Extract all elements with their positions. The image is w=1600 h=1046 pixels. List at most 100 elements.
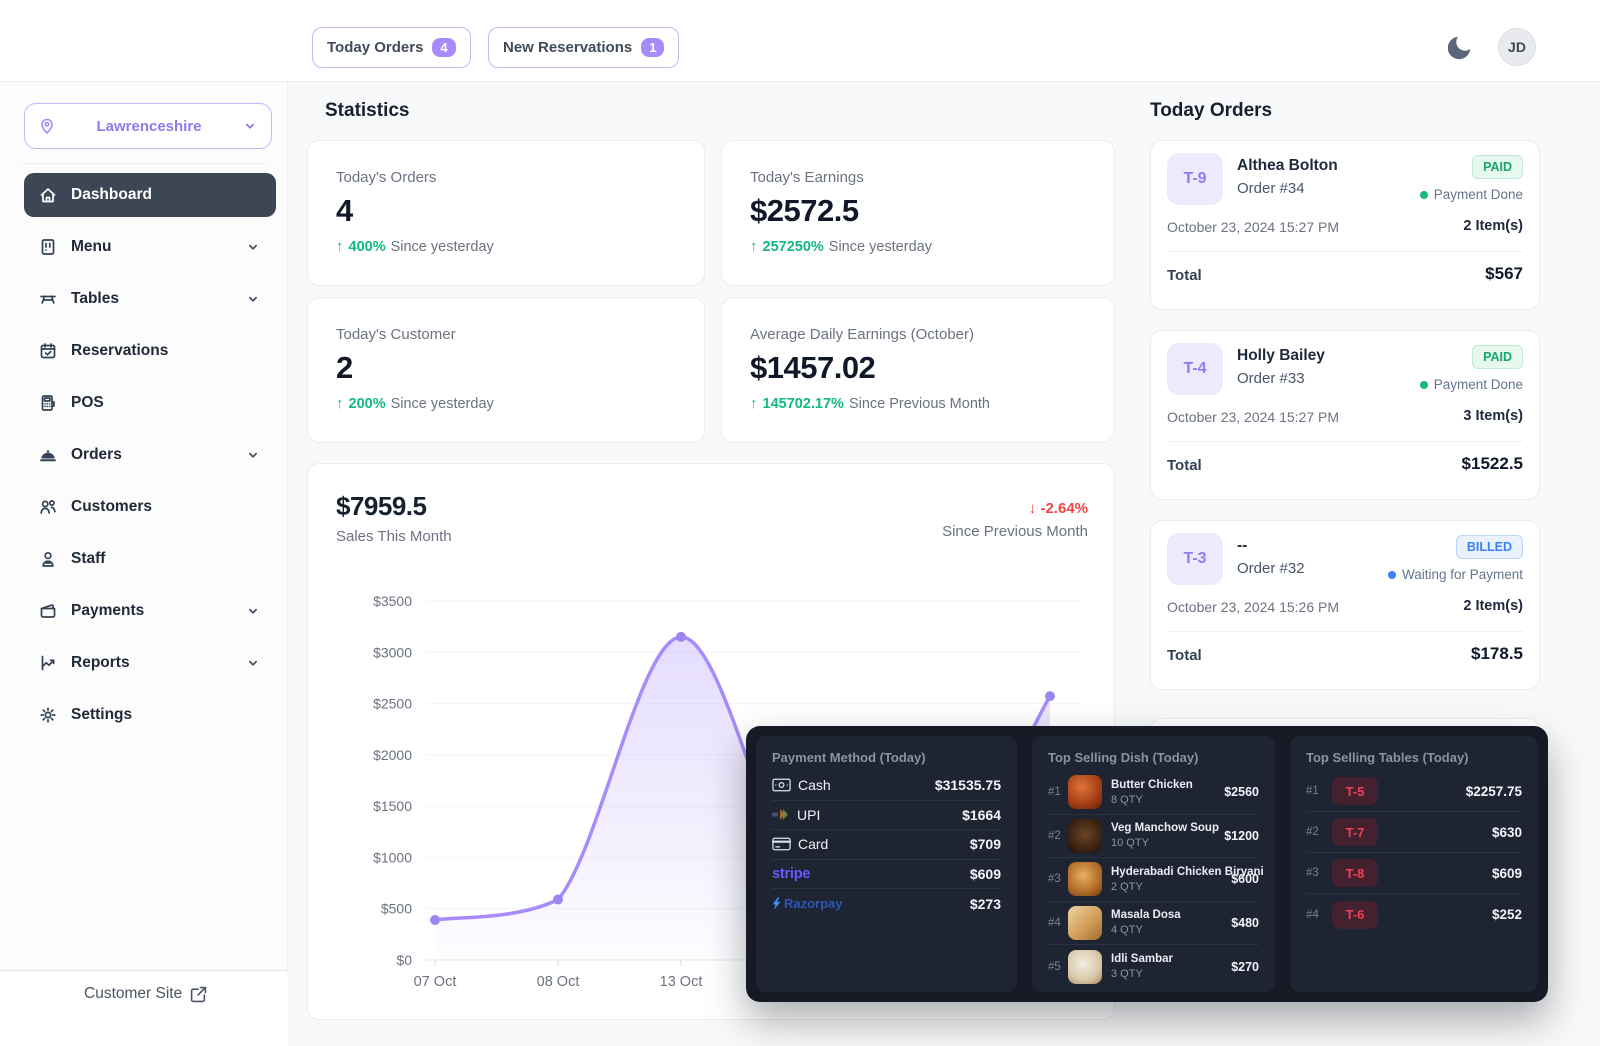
payment-status-note: Payment Done — [1419, 377, 1523, 392]
insights-overlay: Payment Method (Today) Cash $31535.75 — [746, 726, 1548, 1002]
stat-delta-period: Since yesterday — [390, 238, 494, 255]
payment-amount: $1664 — [962, 806, 1001, 823]
new-reservations-count-badge: 1 — [641, 38, 665, 57]
stat-title: Average Daily Earnings (October) — [750, 326, 974, 343]
chevron-down-icon — [248, 296, 258, 302]
sidebar-item-reports[interactable]: Reports — [24, 641, 276, 685]
table-badge: T-4 — [1167, 343, 1223, 395]
cash-icon — [772, 778, 791, 792]
order-item-count: 3 Item(s) — [1463, 408, 1523, 424]
stat-value: 4 — [336, 193, 353, 228]
chevron-down-icon — [245, 123, 255, 129]
dish-row: #4 Masala Dosa 4 QTY $480 — [1048, 902, 1259, 945]
stat-value: $1457.02 — [750, 350, 876, 385]
sidebar-item-menu[interactable]: Menu — [24, 225, 276, 269]
table-badge: T-5 — [1332, 777, 1378, 805]
sidebar-item-label: Payments — [71, 602, 145, 619]
order-total-label: Total — [1167, 457, 1202, 474]
order-item-count: 2 Item(s) — [1463, 218, 1523, 234]
order-total-value: $567 — [1485, 264, 1523, 283]
sidebar-item-staff[interactable]: Staff — [24, 537, 276, 581]
svg-text:$2000: $2000 — [373, 747, 412, 763]
stat-delta-percent: 200% — [348, 395, 386, 412]
stat-title: Today's Customer — [336, 326, 456, 343]
sidebar-item-label: POS — [71, 394, 104, 411]
stat-delta-period: Since Previous Month — [848, 395, 990, 412]
dish-photo — [1068, 818, 1102, 853]
order-card-34[interactable]: T-9 Althea Bolton Order #34 PAID Payment… — [1150, 140, 1540, 310]
sidebar-item-orders[interactable]: Orders — [24, 433, 276, 477]
sidebar-item-label: Reservations — [71, 342, 169, 359]
stat-title: Today's Earnings — [750, 169, 864, 186]
statistics-heading: Statistics — [325, 100, 410, 121]
location-selector[interactable]: Lawrenceshire — [24, 103, 272, 149]
sidebar-item-customers[interactable]: Customers — [24, 485, 276, 529]
sidebar-item-dashboard[interactable]: Dashboard — [24, 173, 276, 217]
order-card-33[interactable]: T-4 Holly Bailey Order #33 PAID Payment … — [1150, 330, 1540, 500]
green-dot-icon — [1419, 190, 1428, 199]
sidebar-item-pos[interactable]: POS — [24, 381, 276, 425]
sidebar-item-label: Reports — [71, 654, 130, 671]
table-rank-row: #3 T-8 $609 — [1306, 853, 1522, 894]
payment-amount: $709 — [969, 836, 1001, 853]
sidebar-item-label: Settings — [71, 706, 133, 723]
dish-photo — [1068, 775, 1102, 810]
down-arrow-icon: ↓ — [1028, 500, 1041, 517]
sidebar-item-payments[interactable]: Payments — [24, 589, 276, 633]
gear-icon — [40, 707, 56, 723]
up-arrow-icon: ↑ — [336, 238, 344, 255]
sidebar-item-tables[interactable]: Tables — [24, 277, 276, 321]
order-total-label: Total — [1167, 267, 1202, 284]
payment-row-upi: UPI $1664 — [772, 801, 1001, 830]
new-reservations-button[interactable]: New Reservations 1 — [488, 27, 680, 68]
table-icon — [40, 295, 56, 304]
customer-site-link[interactable]: Customer Site — [84, 985, 207, 1003]
dish-photo — [1068, 949, 1102, 984]
status-badge: BILLED — [1455, 535, 1523, 559]
chevron-down-icon — [248, 660, 258, 666]
svg-text:07 Oct: 07 Oct — [414, 974, 457, 990]
today-orders-button[interactable]: Today Orders 4 — [312, 27, 471, 68]
table-rank-row: #4 T-6 $252 — [1306, 894, 1522, 935]
sidebar-item-label: Staff — [71, 550, 106, 567]
tables-panel-title: Top Selling Tables (Today) — [1306, 750, 1469, 765]
table-badge: T-8 — [1332, 859, 1378, 887]
svg-text:13 Oct: 13 Oct — [660, 974, 703, 990]
sales-chart-card: $7959.5 Sales This Month ↓ -2.64% Since … — [307, 463, 1115, 1020]
payment-row-cash: Cash $31535.75 — [772, 771, 1001, 801]
table-badge: T-6 — [1332, 900, 1378, 929]
sidebar-item-label: Tables — [71, 290, 119, 307]
order-card-divider — [1167, 251, 1523, 252]
order-customer-name: Holly Bailey — [1237, 347, 1325, 364]
stat-delta-percent: 400% — [348, 238, 386, 255]
sidebar-footer-divider — [0, 970, 288, 971]
stat-value: 2 — [336, 350, 353, 385]
dish-row: #5 Idli Sambar 3 QTY $270 — [1048, 945, 1259, 989]
payment-row-stripe: stripe $609 — [772, 860, 1001, 889]
sidebar-item-label: Orders — [71, 446, 122, 463]
cloche-icon — [40, 450, 56, 462]
status-badge: PAID — [1472, 345, 1523, 369]
payment-status-note: Waiting for Payment — [1387, 567, 1523, 582]
order-number: Order #32 — [1237, 560, 1305, 577]
user-avatar[interactable]: JD — [1498, 28, 1536, 66]
stat-card-todays-customer: Today's Customer 2 ↑ 200% Since yesterday — [307, 297, 705, 443]
up-arrow-icon: ↑ — [750, 238, 758, 255]
sidebar-item-reservations[interactable]: Reservations — [24, 329, 276, 373]
stat-card-average-daily-earnings: Average Daily Earnings (October) $1457.0… — [721, 297, 1115, 443]
today-orders-count-badge: 4 — [432, 38, 456, 57]
dark-mode-toggle[interactable] — [1444, 33, 1474, 63]
sidebar-item-settings[interactable]: Settings — [24, 693, 276, 737]
svg-text:$3500: $3500 — [373, 593, 412, 609]
dish-photo — [1068, 905, 1102, 940]
order-card-divider — [1167, 441, 1523, 442]
menu-book-icon — [41, 239, 55, 255]
order-customer-name: Althea Bolton — [1237, 157, 1338, 174]
stat-card-todays-orders: Today's Orders 4 ↑ 400% Since yesterday — [307, 140, 705, 286]
payment-amount: $273 — [969, 895, 1001, 912]
order-card-32[interactable]: T-3 -- Order #32 BILLED Waiting for Paym… — [1150, 520, 1540, 690]
trend-chart-icon — [41, 655, 55, 671]
order-date: October 23, 2024 15:26 PM — [1167, 599, 1339, 615]
payment-row-razorpay: Razorpay $273 — [772, 889, 1001, 919]
up-arrow-icon: ↑ — [750, 395, 758, 412]
